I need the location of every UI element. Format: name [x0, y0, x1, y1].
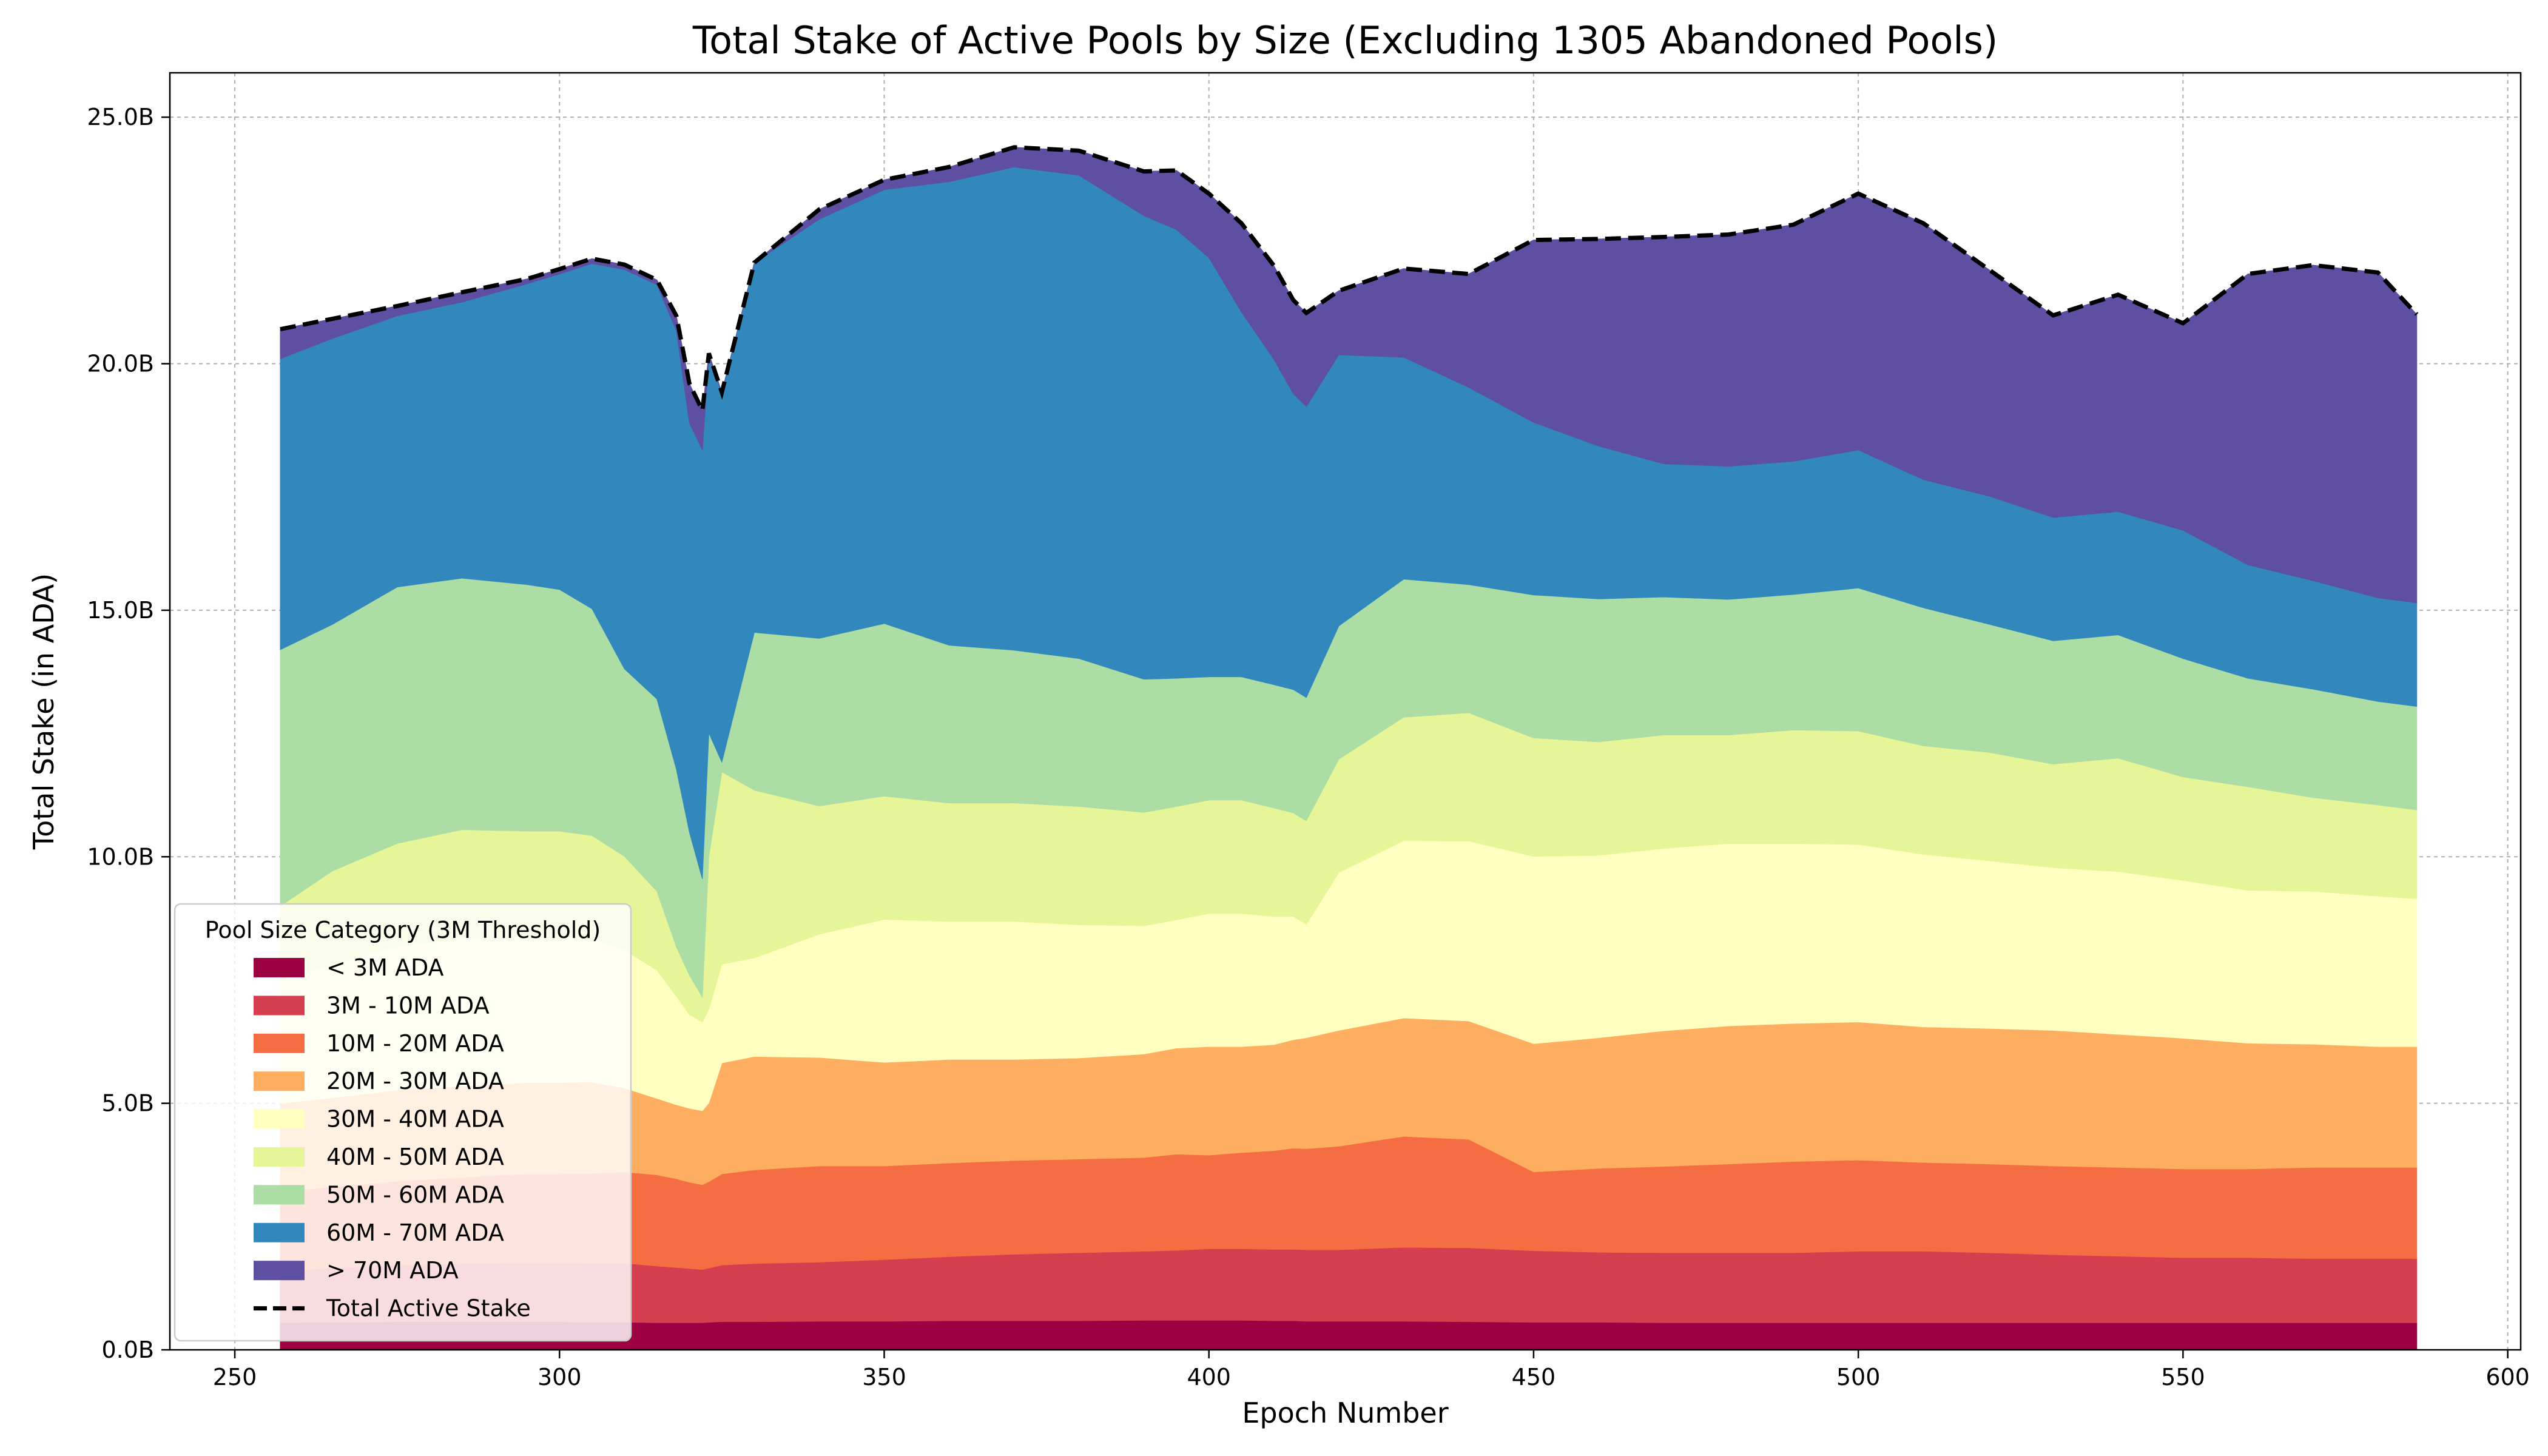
x-axis-ticks: 250 300 350 400 450 500 550 600	[213, 1350, 2530, 1390]
legend-entry-label: 3M - 10M ADA	[326, 992, 490, 1019]
y-tick-label: 5.0B	[101, 1090, 154, 1117]
x-tick-label: 400	[1187, 1364, 1231, 1390]
legend-entry-label: Total Active Stake	[326, 1295, 531, 1322]
x-tick-label: 350	[862, 1364, 906, 1390]
y-axis-label: Total Stake (in ADA)	[27, 573, 60, 850]
y-tick-label: 15.0B	[87, 597, 154, 624]
x-tick-label: 500	[1836, 1364, 1881, 1390]
y-tick-label: 0.0B	[101, 1336, 154, 1363]
chart-title: Total Stake of Active Pools by Size (Exc…	[692, 18, 1998, 62]
legend-swatch	[254, 1033, 305, 1053]
x-tick-label: 250	[213, 1364, 257, 1390]
legend-entry-label: 10M - 20M ADA	[326, 1030, 504, 1057]
x-tick-label: 450	[1512, 1364, 1556, 1390]
y-axis-ticks: 0.0B 5.0B 10.0B 15.0B 20.0B 25.0B	[87, 104, 170, 1363]
legend-swatch	[254, 996, 305, 1016]
legend-swatch	[254, 1261, 305, 1281]
y-tick-label: 25.0B	[87, 104, 154, 130]
legend-swatch	[254, 1222, 305, 1242]
y-tick-label: 20.0B	[87, 351, 154, 377]
legend: Pool Size Category (3M Threshold) < 3M AD…	[174, 903, 632, 1342]
legend-swatch	[254, 958, 305, 977]
x-tick-label: 600	[2486, 1364, 2530, 1390]
legend-entry-label: 60M - 70M ADA	[326, 1219, 504, 1246]
legend-entry-label: < 3M ADA	[326, 954, 444, 981]
legend-entry-label: 50M - 60M ADA	[326, 1181, 504, 1208]
total-line-group	[280, 145, 2419, 419]
legend-entry-label: > 70M ADA	[326, 1257, 459, 1284]
x-tick-label: 550	[2161, 1364, 2205, 1390]
legend-swatch	[254, 1071, 305, 1091]
x-axis-label: Epoch Number	[1242, 1397, 1448, 1429]
plot-frame	[169, 72, 2522, 1351]
legend-swatch	[254, 1109, 305, 1129]
x-tick-label: 300	[538, 1364, 582, 1390]
y-tick-label: 10.0B	[87, 843, 154, 870]
total-active-stake-line	[280, 145, 2419, 419]
legend-entry-label: 40M - 50M ADA	[326, 1144, 504, 1170]
legend-entry-label: 20M - 30M ADA	[326, 1068, 504, 1094]
legend-swatch	[254, 1147, 305, 1167]
stack-areas	[280, 147, 2418, 1350]
legend-entry-label: 30M - 40M ADA	[326, 1106, 504, 1133]
legend-title: Pool Size Category (3M Threshold)	[205, 917, 601, 943]
legend-swatch	[254, 1185, 305, 1205]
